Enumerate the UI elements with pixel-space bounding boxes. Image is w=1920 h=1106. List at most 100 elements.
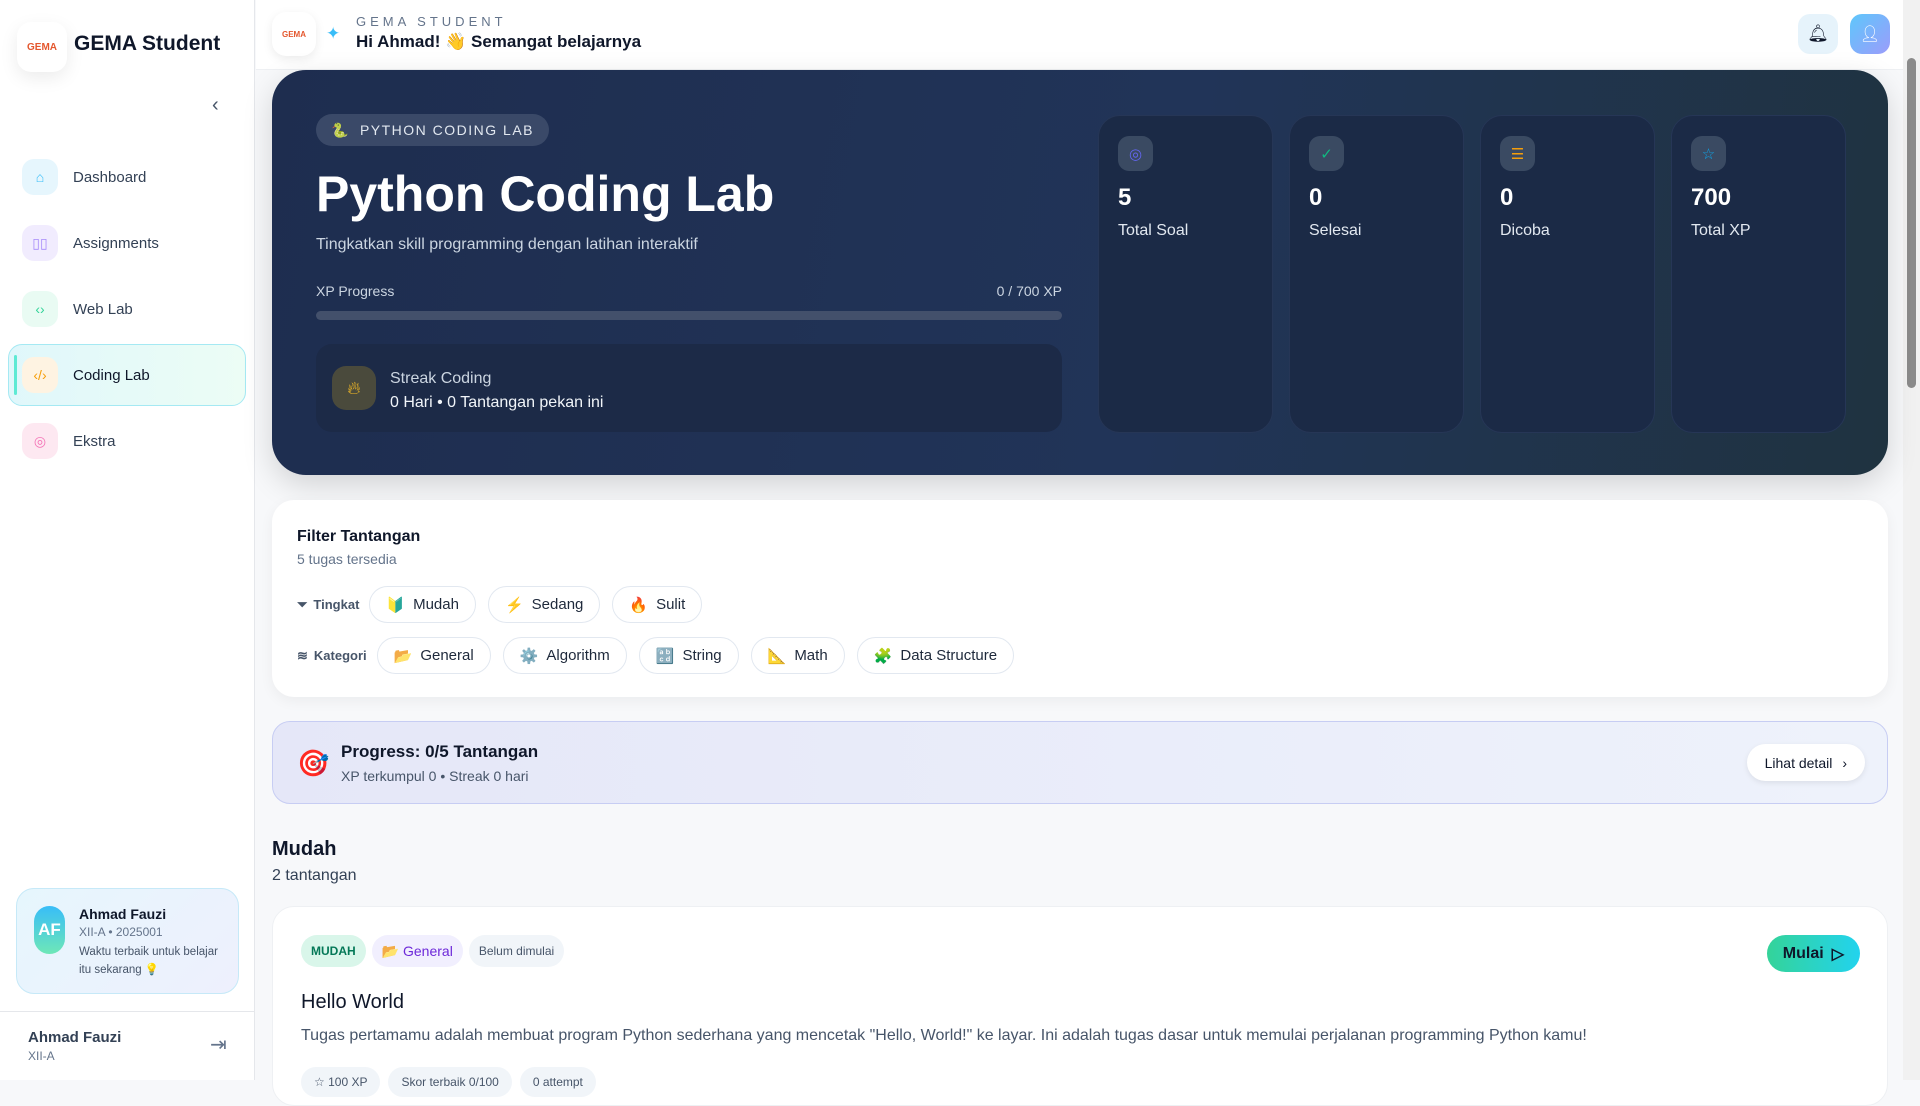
code-icon: ‹› bbox=[22, 291, 58, 327]
start-label: Mulai bbox=[1782, 944, 1824, 962]
profile-quote: Waktu terbaik untuk belajar itu sekarang… bbox=[79, 946, 218, 976]
star-icon: ☆ bbox=[1691, 136, 1726, 171]
list-check-icon: ☰ bbox=[1500, 136, 1535, 171]
header-greeting: Hi Ahmad! 👋 Semangat belajarnya bbox=[356, 32, 642, 51]
xp-progress-bar bbox=[316, 311, 1062, 320]
collapse-sidebar-chevron-icon[interactable]: ‹ bbox=[212, 94, 219, 116]
lightning-icon: ⚡ bbox=[504, 596, 524, 614]
category-filter-row: ≋ Kategori 📂 General ⚙️ Algorithm 🔡 String 📐… bbox=[297, 637, 1015, 674]
category-badge: 📂 General bbox=[371, 935, 463, 967]
sidebar-item-label: Dashboard bbox=[73, 168, 147, 186]
sparkles-icon: ✦ bbox=[326, 24, 341, 43]
gema-logo: GEMA bbox=[17, 22, 67, 72]
sidebar-item-web-lab[interactable]: ‹› Web Lab bbox=[8, 278, 246, 340]
xp-chip: ☆ 100 XP bbox=[301, 1067, 381, 1097]
section-title: Mudah bbox=[272, 838, 337, 860]
page-title: Python Coding Lab bbox=[316, 166, 775, 222]
sidebar-footer: Ahmad Fauzi XII-A ⇥ bbox=[0, 1011, 255, 1080]
sidebar-item-ekstra[interactable]: ◎ Ekstra bbox=[8, 410, 246, 472]
sidebar-nav: ⌂ Dashboard ▯▯ Assignments ‹› Web Lab ‹/› Co… bbox=[8, 146, 246, 476]
chip-label: Sedang bbox=[531, 596, 584, 613]
chip-string[interactable]: 🔡 String bbox=[638, 637, 739, 674]
check-circle-icon: ✓ bbox=[1309, 136, 1344, 171]
filter-card: Filter Tantangan 5 tugas tersedia ⏷ Tingk… bbox=[272, 500, 1888, 697]
sidebar: GEMA GEMA Student ‹ ⌂ Dashboard ▯▯ Assignm… bbox=[0, 0, 255, 1080]
fire-icon: 🔥 bbox=[629, 596, 649, 614]
stat-label: Total Soal bbox=[1118, 222, 1189, 239]
sidebar-item-assignments[interactable]: ▯▯ Assignments bbox=[8, 212, 246, 274]
sidebar-item-dashboard[interactable]: ⌂ Dashboard bbox=[8, 146, 246, 208]
code-slash-icon: ‹/› bbox=[22, 357, 58, 393]
sidebar-item-label: Coding Lab bbox=[73, 366, 150, 384]
profile-meta: XII-A • 2025001 bbox=[79, 925, 163, 939]
view-detail-label: Lihat detail bbox=[1764, 754, 1833, 771]
home-icon: ⌂ bbox=[22, 159, 58, 195]
stat-value: 5 bbox=[1118, 184, 1132, 211]
best-score-chip: Skor terbaik 0/100 bbox=[388, 1067, 512, 1097]
view-detail-button[interactable]: Lihat detail › bbox=[1746, 744, 1865, 781]
gema-logo: GEMA bbox=[272, 12, 316, 56]
stat-value: 700 bbox=[1691, 184, 1732, 211]
gear-icon: ⚙️ bbox=[519, 647, 539, 665]
scrollbar-thumb[interactable] bbox=[1907, 58, 1916, 388]
profile-card: AF Ahmad Fauzi XII-A • 2025001 Waktu ter… bbox=[16, 888, 239, 994]
chip-math[interactable]: 📐 Math bbox=[750, 637, 845, 674]
target-icon: ◎ bbox=[1118, 136, 1153, 171]
top-header: GEMA ✦ GEMA STUDENT Hi Ahmad! 👋 Semangat… bbox=[256, 0, 1903, 70]
target-icon: 🎯 bbox=[297, 748, 330, 778]
user-icon[interactable]: 👤︎ bbox=[1850, 14, 1890, 54]
stat-card-selesai: ✓ 0 Selesai bbox=[1289, 115, 1464, 433]
progress-title: Progress: 0/5 Tantangan bbox=[341, 742, 539, 761]
chip-algorithm[interactable]: ⚙️ Algorithm bbox=[502, 637, 627, 674]
xp-value: 0 / 700 XP bbox=[996, 283, 1062, 299]
flame-icon: 🔥︎ bbox=[332, 366, 376, 410]
start-button[interactable]: Mulai ▷ bbox=[1766, 935, 1860, 972]
chip-label: Data Structure bbox=[900, 647, 998, 664]
hero-banner: 🐍 PYTHON CODING LAB Python Coding Lab Tin… bbox=[272, 70, 1888, 475]
chip-mudah[interactable]: 🔰 Mudah bbox=[369, 586, 476, 623]
logout-icon[interactable]: ⇥ bbox=[210, 1034, 227, 1056]
chip-sulit[interactable]: 🔥 Sulit bbox=[612, 586, 703, 623]
filter-title: Filter Tantangan bbox=[297, 528, 421, 545]
task-title: Hello World bbox=[301, 991, 404, 1013]
streak-card: 🔥︎ Streak Coding 0 Hari • 0 Tantangan pe… bbox=[316, 344, 1062, 432]
section-count: 2 tantangan bbox=[272, 867, 357, 884]
header-subtitle: GEMA STUDENT bbox=[356, 14, 507, 29]
stat-value: 0 bbox=[1309, 184, 1323, 211]
chip-label: String bbox=[682, 647, 722, 664]
chip-general[interactable]: 📂 General bbox=[376, 637, 491, 674]
footer-user-name: Ahmad Fauzi bbox=[28, 1029, 122, 1046]
level-filter-row: ⏷ Tingkat 🔰 Mudah ⚡ Sedang 🔥 Sulit bbox=[297, 586, 703, 623]
filter-icon: ⏷ bbox=[297, 596, 308, 612]
hero-description: Tingkatkan skill programming dengan lati… bbox=[316, 236, 698, 253]
stat-label: Total XP bbox=[1691, 222, 1751, 239]
ruler-icon: 📐 bbox=[767, 647, 787, 665]
footer-user-class: XII-A bbox=[28, 1049, 55, 1063]
lab-badge: 🐍 PYTHON CODING LAB bbox=[316, 114, 550, 146]
target-icon: ◎ bbox=[22, 423, 58, 459]
chip-sedang[interactable]: ⚡ Sedang bbox=[487, 586, 601, 623]
chevron-right-icon: › bbox=[1842, 754, 1847, 771]
status-badge: Belum dimulai bbox=[468, 935, 565, 967]
streak-text: 0 Hari • 0 Tantangan pekan ini bbox=[390, 394, 604, 411]
task-card: MUDAH 📂 General Belum dimulai Mulai ▷ Hel… bbox=[272, 906, 1888, 1106]
chip-data-structure[interactable]: 🧩 Data Structure bbox=[856, 637, 1015, 674]
level-label: ⏷ Tingkat bbox=[297, 597, 359, 613]
bell-icon[interactable]: 🔔︎ bbox=[1798, 14, 1838, 54]
chip-label: Math bbox=[794, 647, 828, 664]
progress-banner: 🎯 Progress: 0/5 Tantangan XP terkumpul 0… bbox=[272, 721, 1888, 804]
filter-subtitle: 5 tugas tersedia bbox=[297, 551, 397, 567]
abcd-icon: 🔡 bbox=[655, 647, 675, 665]
difficulty-badge: MUDAH bbox=[301, 935, 366, 967]
badge-label: PYTHON CODING LAB bbox=[359, 122, 535, 138]
scrollbar[interactable] bbox=[1903, 0, 1920, 1080]
chip-label: General bbox=[420, 647, 474, 664]
xp-label: XP Progress bbox=[316, 283, 395, 299]
chip-label: Algorithm bbox=[546, 647, 610, 664]
sidebar-item-label: Assignments bbox=[73, 234, 159, 252]
sidebar-item-coding-lab[interactable]: ‹/› Coding Lab bbox=[8, 344, 246, 406]
play-icon: ▷ bbox=[1831, 945, 1844, 963]
task-description: Tugas pertamamu adalah membuat program P… bbox=[301, 1027, 1587, 1044]
level-label-text: Tingkat bbox=[313, 597, 360, 612]
book-open-icon: ▯▯ bbox=[22, 225, 58, 261]
